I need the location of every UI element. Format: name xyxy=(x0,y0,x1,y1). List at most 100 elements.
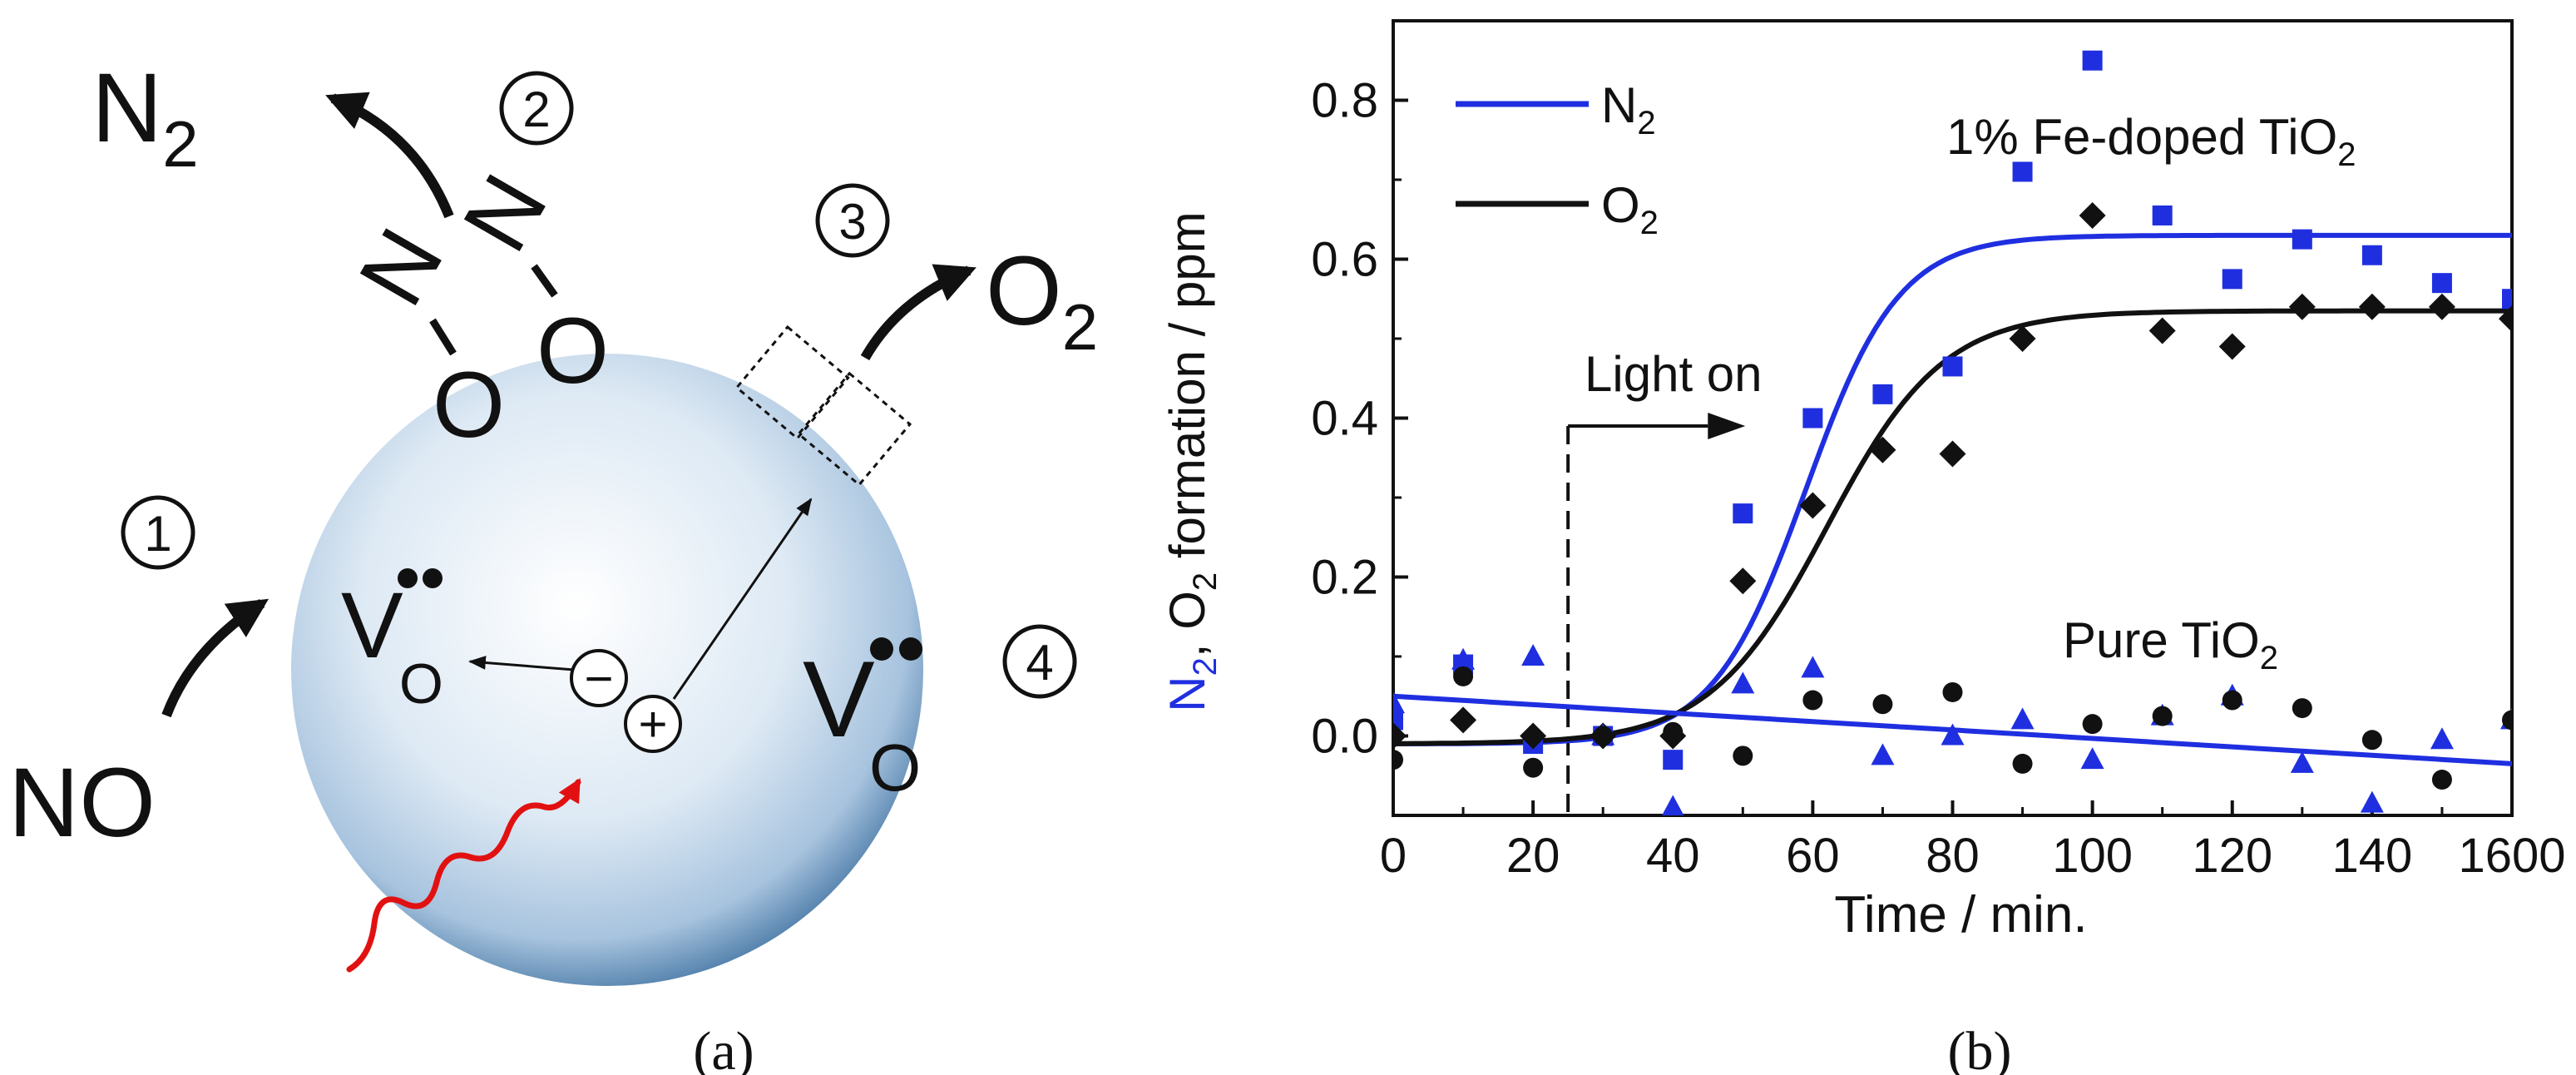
data-point-diamond xyxy=(1520,722,1547,750)
x-tick-label: 140 xyxy=(2331,829,2412,883)
pure-tio2-annotation: Pure TiO2 xyxy=(2063,612,2278,676)
data-point-diamond xyxy=(1450,706,1477,734)
data-point-square xyxy=(2152,205,2173,225)
data-point-circle xyxy=(1663,721,1684,742)
x-axis-label: Time / min. xyxy=(1834,886,2087,944)
light-on-annotation: Light on xyxy=(1585,346,1763,402)
n2-desorption-arrow xyxy=(325,92,454,219)
data-point-diamond xyxy=(2009,325,2036,352)
y-tick-label: 0.0 xyxy=(1311,710,1378,764)
data-point-square xyxy=(2292,229,2312,250)
data-point-circle xyxy=(1942,681,1963,702)
x-tick-label: 20 xyxy=(1506,829,1560,883)
data-point-triangle xyxy=(2430,727,2454,750)
electron-sign: − xyxy=(584,651,613,706)
data-point-circle xyxy=(1393,750,1403,770)
data-point-circle xyxy=(1872,694,1893,715)
data-point-square xyxy=(1733,503,1753,524)
data-point-triangle xyxy=(1662,795,1684,815)
light-on-arrow-head xyxy=(1708,413,1746,440)
data-point-circle xyxy=(2222,690,2242,711)
panel-a-caption: (a) xyxy=(693,1021,754,1075)
data-point-circle xyxy=(1733,746,1753,766)
data-point-circle xyxy=(1593,726,1614,746)
data-point-diamond xyxy=(2288,293,2316,320)
data-point-triangle xyxy=(1801,656,1825,678)
panel-b: 0 20 40 60 80 100 120 140 1600 0.0 0.2 0.4 0.6 0.8 Tim… xyxy=(1159,19,2566,1075)
plot-area xyxy=(1393,50,2512,815)
data-point-triangle xyxy=(1731,671,1755,694)
data-point-diamond xyxy=(2428,293,2455,320)
data-point-triangle xyxy=(1521,644,1545,666)
data-point-square xyxy=(2361,245,2382,265)
data-point-diamond xyxy=(1939,440,1966,468)
data-point-diamond xyxy=(2148,317,2176,344)
data-point-circle xyxy=(1802,690,1823,711)
fe-doped-annotation: 1% Fe-doped TiO2 xyxy=(1946,109,2356,173)
n2-molecule-label: N2 xyxy=(91,53,199,181)
data-point-square xyxy=(2082,50,2103,71)
data-point-square xyxy=(1663,750,1684,770)
y-tick-label: 0.6 xyxy=(1311,233,1378,287)
data-point-square xyxy=(2012,161,2033,182)
dimer-o-atom-right: O xyxy=(536,299,609,403)
data-point-triangle xyxy=(1871,743,1895,765)
data-point-circle xyxy=(2361,730,2382,751)
data-point-circle xyxy=(2502,710,2512,731)
dimer-n-atom-right: N xyxy=(443,157,567,268)
dimer-o-atom-left: O xyxy=(433,353,505,457)
data-point-square xyxy=(1393,710,1403,731)
legend: N2 O2 xyxy=(1456,77,1659,241)
hole-migration-arrow xyxy=(672,498,813,700)
vacancy-symbol: V xyxy=(803,638,875,760)
data-point-triangle xyxy=(2080,747,2104,770)
x-tick-label: 1600 xyxy=(2458,829,2565,883)
x-tick-label: 100 xyxy=(2052,829,2133,883)
step-4-circle xyxy=(1002,624,1077,699)
vacancy-charge-dot xyxy=(398,568,418,588)
vacancy-charge-dot xyxy=(899,637,922,661)
data-point-diamond xyxy=(2358,293,2386,320)
data-point-diamond xyxy=(2079,201,2106,229)
data-point-triangle xyxy=(2360,790,2384,813)
data-point-circle xyxy=(2012,753,2033,774)
panel-a: NO 1 N2 2 N N O O 3 O2 V O xyxy=(8,53,1098,1075)
data-point-circle xyxy=(1523,757,1544,778)
o2-molecule-label: O2 xyxy=(986,236,1098,364)
data-point-circle xyxy=(2082,714,2103,735)
chart-plot: 0 20 40 60 80 100 120 140 1600 0.0 0.2 0.4 0.6 0.8 Tim… xyxy=(1311,19,2566,944)
data-point-circle xyxy=(2152,706,2173,726)
data-point-circle xyxy=(2292,698,2312,719)
data-point-triangle xyxy=(1451,647,1476,670)
data-point-diamond xyxy=(1393,722,1407,750)
electron-symbol xyxy=(570,649,628,707)
vacancy-charge-dot xyxy=(423,568,443,588)
data-point-square xyxy=(1802,408,1823,429)
legend-label-n2: N2 xyxy=(1601,77,1656,141)
x-tick-label: 80 xyxy=(1926,829,1980,883)
y-axis-label: N2, O2 formation / ppm xyxy=(1159,211,1224,711)
x-tick-label: 0 xyxy=(1380,829,1407,883)
no-adsorption-arrow xyxy=(161,598,269,718)
data-point-circle xyxy=(1453,666,1474,686)
step-2-label: 2 xyxy=(522,82,550,137)
step-2-circle xyxy=(499,71,574,146)
electron-migration-arrow xyxy=(467,656,575,671)
vacancy-charge-dot xyxy=(870,637,893,661)
data-point-triangle xyxy=(1393,691,1405,714)
y-tick-label: 0.2 xyxy=(1311,551,1378,605)
hole-sign: + xyxy=(638,696,667,752)
vacancy-symbol: V xyxy=(341,573,403,677)
oxygen-vacancy-left: V O xyxy=(341,568,443,716)
vacancy-subscript: O xyxy=(399,652,443,716)
o2-desorption-arrow xyxy=(860,264,977,360)
x-tick-label: 40 xyxy=(1646,829,1700,883)
data-point-diamond xyxy=(1799,492,1827,519)
x-tick-label: 120 xyxy=(2192,829,2272,883)
vacancy-subscript: O xyxy=(869,731,921,805)
no-molecule-label: NO xyxy=(8,748,156,858)
step-4-label: 4 xyxy=(1026,635,1053,691)
data-point-square xyxy=(1872,384,1893,404)
data-point-diamond xyxy=(1869,436,1896,463)
hole-symbol xyxy=(624,695,682,753)
